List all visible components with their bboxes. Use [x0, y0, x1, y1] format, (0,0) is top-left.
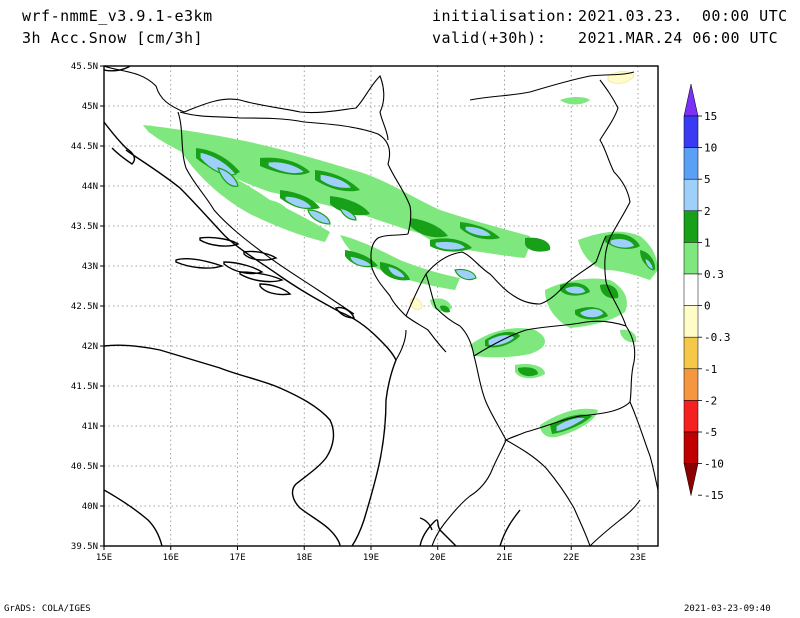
valid-label: valid(+30h):: [432, 29, 547, 47]
snow-field: [143, 71, 658, 438]
lon-tick-label: 19E: [363, 553, 379, 563]
valid-value: 2021.MAR.24 06:00 UTC: [578, 29, 779, 47]
colorbar-swatch: [683, 178, 699, 212]
lat-tick-label: 40N: [82, 502, 98, 512]
colorbar-label: -5: [704, 426, 717, 439]
axis-ticks: [100, 65, 639, 550]
colorbar-swatch: [683, 273, 699, 306]
lon-tick-label: 15E: [96, 553, 112, 563]
lon-tick-label: 21E: [496, 553, 512, 563]
colorbar-bottom-arrow: [683, 463, 699, 496]
lat-tick-label: 43N: [82, 262, 98, 272]
lon-tick-label: 18E: [296, 553, 312, 563]
colorbar-swatch: [683, 115, 699, 148]
lat-tick-label: 44.5N: [71, 142, 98, 152]
lat-tick-label: 40.5N: [71, 462, 98, 472]
colorbar-label: 0: [704, 300, 711, 313]
lon-tick-label: 17E: [229, 553, 245, 563]
lat-tick-label: 45.5N: [71, 62, 98, 72]
lat-tick-label: 41.5N: [71, 382, 98, 392]
colorbar-label: 1: [704, 236, 711, 249]
lat-tick-label: 42N: [82, 342, 98, 352]
lat-tick-label: 39.5N: [71, 542, 98, 552]
model-title: wrf-nmmE_v3.9.1-e3km: [22, 7, 213, 25]
lat-tick-label: 44N: [82, 182, 98, 192]
lat-tick-label: 41N: [82, 422, 98, 432]
lon-tick-label: 23E: [630, 553, 646, 563]
field-title: 3h Acc.Snow [cm/3h]: [22, 29, 204, 47]
colorbar-swatch: [683, 242, 699, 275]
colorbar-swatch: [683, 305, 699, 338]
lon-tick-label: 20E: [430, 553, 446, 563]
colorbar-swatch: [683, 368, 699, 401]
colorbar-swatch: [683, 147, 699, 180]
colorbar-label: 0.3: [704, 268, 724, 281]
colorbar-swatch: [683, 400, 699, 433]
colorbar-label: 10: [704, 142, 717, 155]
colorbar-label: 15: [704, 110, 717, 123]
lon-tick-label: 22E: [563, 553, 579, 563]
lon-tick-label: 16E: [163, 553, 179, 563]
lat-tick-label: 45N: [82, 102, 98, 112]
colorbar-label: -0.3: [704, 331, 731, 344]
colorbar-top-arrow: [683, 83, 699, 117]
latitude-labels: 45.5N 45N 44.5N 44N 43.5N 43N 42.5N 42N 41.5N 41N…: [71, 62, 98, 552]
coastlines-borders: [104, 66, 521, 546]
colorbar-label: 5: [704, 173, 711, 186]
colorbar-label: -10: [704, 458, 724, 471]
longitude-labels: 15E 16E 17E 18E 19E 20E 21E 22E 23E: [96, 553, 646, 563]
colorbar-label: -1: [704, 363, 717, 376]
colorbar-swatch: [683, 336, 699, 370]
colorbar: 15 10 5 2 1 0.3 0 -0.3 -1 -2 -5 -10 -15: [683, 83, 731, 502]
colorbar-label: -15: [704, 489, 724, 502]
footer-credit: GrADS: COLA/IGES: [4, 604, 91, 614]
colorbar-swatch: [683, 431, 699, 464]
init-value: 2021.03.23. 00:00 UTC: [578, 7, 788, 25]
colorbar-swatch: [683, 210, 699, 243]
lat-tick-label: 43.5N: [71, 222, 98, 232]
country-borders: [104, 66, 658, 546]
init-label: initialisation:: [432, 7, 575, 25]
colorbar-label: 2: [704, 205, 711, 218]
colorbar-label: -2: [704, 394, 717, 407]
lat-tick-label: 42.5N: [71, 302, 98, 312]
footer-timestamp: 2021-03-23-09:40: [684, 604, 771, 614]
